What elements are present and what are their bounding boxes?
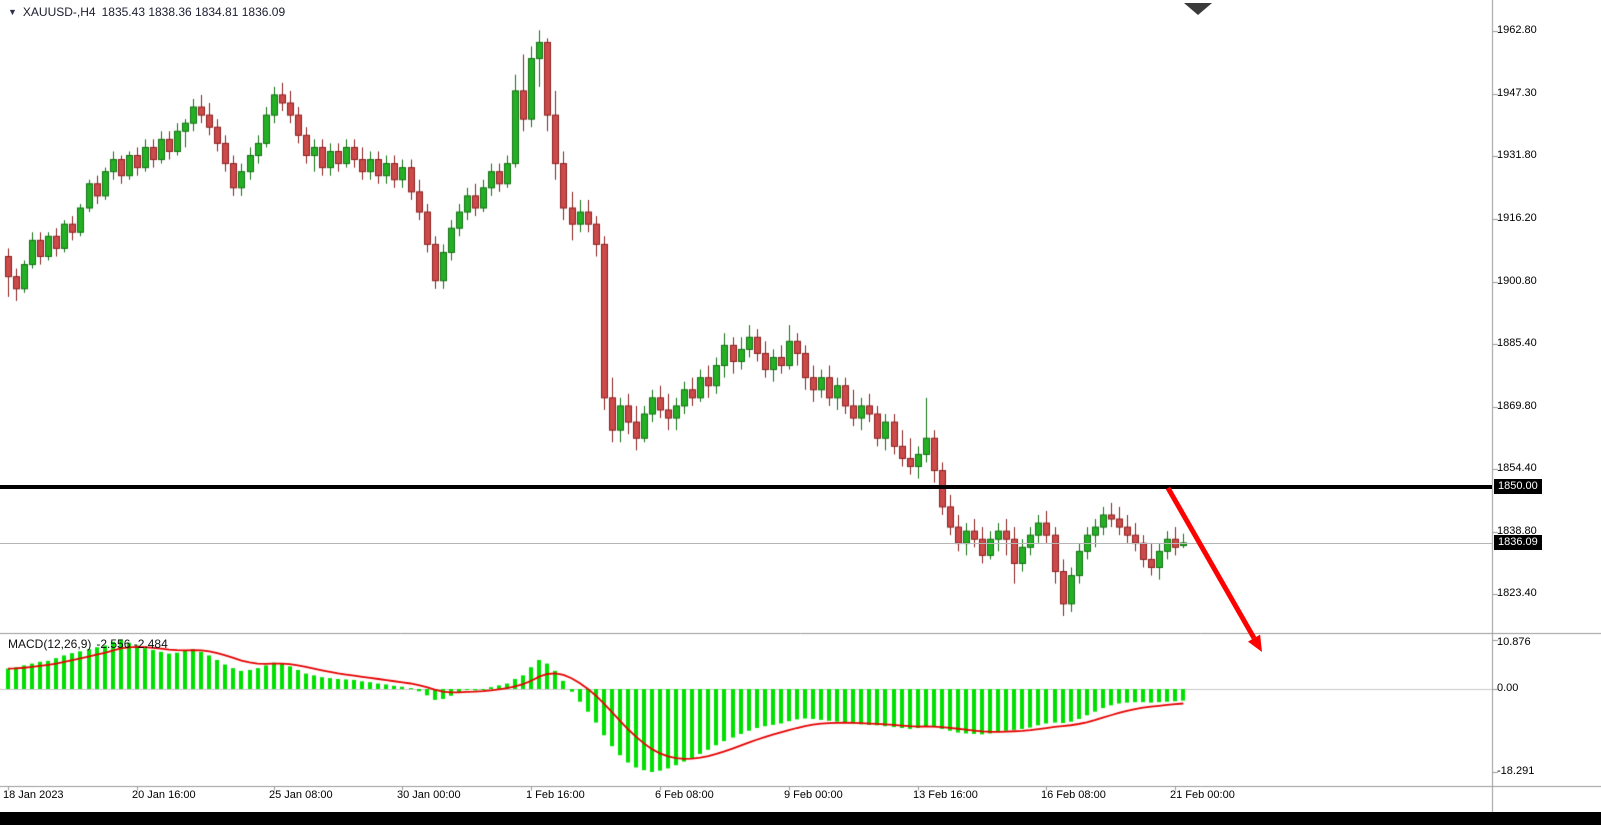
price-axis-label: 1947.30 (1497, 87, 1537, 99)
macd-indicator-label: MACD(12,26,9) -2.556 -2.484 (8, 637, 173, 651)
macd-values: -2.556 -2.484 (96, 637, 168, 651)
macd-name: MACD(12,26,9) (8, 637, 92, 651)
date-axis-label: 16 Feb 08:00 (1041, 789, 1106, 801)
chart-symbol-label: XAUUSD-,H4 (22, 5, 96, 19)
date-axis-label: 30 Jan 00:00 (397, 789, 461, 801)
horizontal-line-1850[interactable] (0, 485, 1492, 489)
macd-axis-label: 0.00 (1497, 682, 1519, 694)
date-axis-label: 13 Feb 16:00 (913, 789, 978, 801)
price-level-label: 1850.00 (1494, 479, 1542, 494)
date-axis-label: 18 Jan 2023 (3, 789, 64, 801)
chart-ohlc-values: 1835.43 1838.36 1834.81 1836.09 (101, 5, 286, 19)
arrow-head (1247, 634, 1262, 652)
price-axis-label: 1854.40 (1497, 462, 1537, 474)
price-axis-label: 1869.80 (1497, 400, 1537, 412)
chart-shift-marker[interactable] (1184, 3, 1212, 15)
date-axis-label: 9 Feb 00:00 (784, 789, 843, 801)
macd-axis-label: -18.291 (1497, 765, 1535, 777)
price-level-label: 1836.09 (1494, 535, 1542, 550)
chart-title: ▼ XAUUSD-,H4 1835.43 1838.36 1834.81 183… (8, 5, 285, 19)
price-axis-label: 1962.80 (1497, 24, 1537, 36)
price-axis-label: 1885.40 (1497, 337, 1537, 349)
date-axis-label: 25 Jan 08:00 (269, 789, 333, 801)
date-axis-label: 6 Feb 08:00 (655, 789, 714, 801)
price-axis-label: 1916.20 (1497, 212, 1537, 224)
bottom-black-bar (0, 812, 1601, 825)
price-axis-label: 1823.40 (1497, 587, 1537, 599)
price-axis-label: 1838.80 (1497, 525, 1537, 537)
date-axis-label: 1 Feb 16:00 (526, 789, 585, 801)
symbol-dropdown-icon: ▼ (8, 6, 17, 17)
arrow-shaft (1165, 486, 1257, 640)
date-axis-label: 20 Jan 16:00 (132, 789, 196, 801)
macd-axis-label: 10.876 (1497, 636, 1531, 648)
bid-price-line (0, 543, 1492, 544)
date-axis-label: 21 Feb 00:00 (1170, 789, 1235, 801)
price-axis-label: 1900.80 (1497, 275, 1537, 287)
price-axis-label: 1931.80 (1497, 149, 1537, 161)
